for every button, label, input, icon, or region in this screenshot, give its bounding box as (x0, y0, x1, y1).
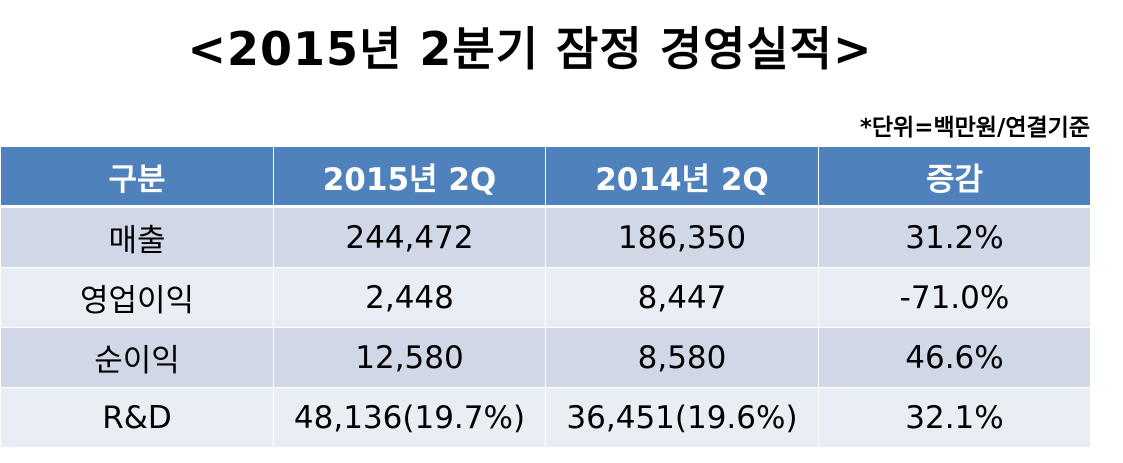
table-header-row: 구분 2015년 2Q 2014년 2Q 증감 (0, 147, 1091, 208)
value-2015-2q: 12,580 (273, 327, 546, 388)
row-label: 매출 (0, 206, 274, 268)
table-row: 매출 244,472 186,350 31.2% (0, 206, 1091, 268)
table-row: R&D 48,136(19.7%) 36,451(19.6%) 32.1% (0, 387, 1091, 447)
value-2014-2q: 36,451(19.6%) (545, 387, 819, 447)
value-change: -71.0% (818, 267, 1091, 328)
value-2015-2q: 48,136(19.7%) (273, 387, 546, 447)
value-2014-2q: 186,350 (545, 206, 819, 268)
header-change: 증감 (818, 147, 1091, 208)
table-row: 영업이익 2,448 8,447 -71.0% (0, 267, 1091, 328)
table-row: 순이익 12,580 8,580 46.6% (0, 327, 1091, 388)
value-change: 46.6% (818, 327, 1091, 388)
results-table: 구분 2015년 2Q 2014년 2Q 증감 매출 244,472 186,3… (0, 147, 1091, 447)
row-label: 영업이익 (0, 267, 274, 328)
header-category: 구분 (0, 147, 274, 208)
value-change: 32.1% (818, 387, 1091, 447)
header-2014-2q: 2014년 2Q (545, 147, 819, 208)
value-2014-2q: 8,580 (545, 327, 819, 388)
row-label: 순이익 (0, 327, 274, 388)
value-change: 31.2% (818, 206, 1091, 268)
value-2014-2q: 8,447 (545, 267, 819, 328)
page-title: <2015년 2분기 잠정 경영실적> (187, 22, 873, 76)
row-label: R&D (0, 387, 274, 447)
header-2015-2q: 2015년 2Q (273, 147, 546, 208)
value-2015-2q: 2,448 (273, 267, 546, 328)
value-2015-2q: 244,472 (273, 206, 546, 268)
unit-note: *단위=백만원/연결기준 (859, 115, 1090, 141)
